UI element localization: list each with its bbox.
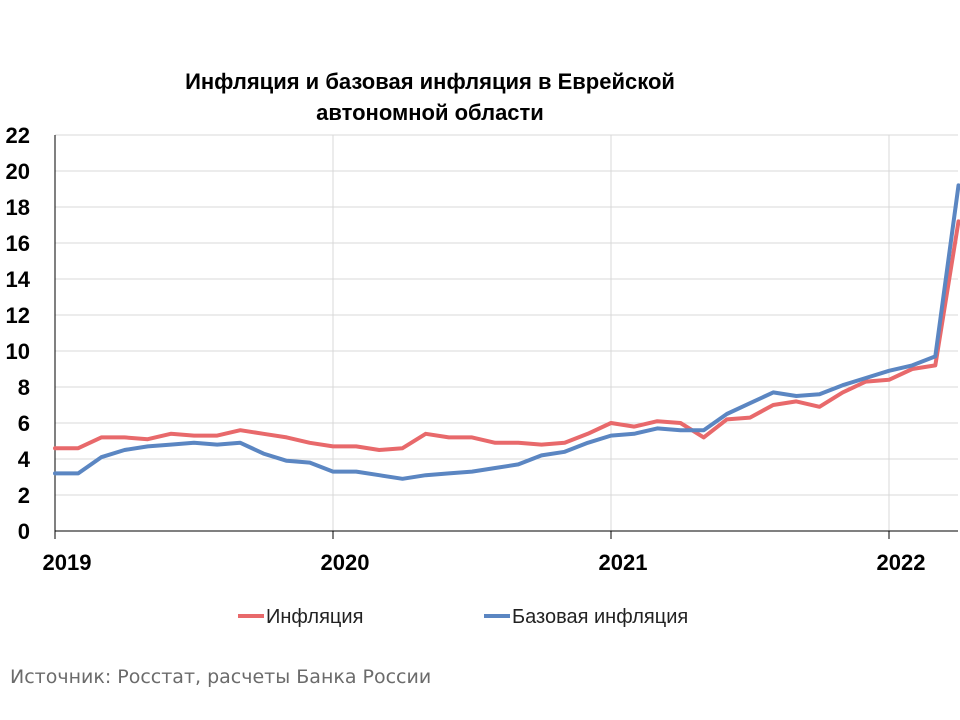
y-tick-label: 0 [18,519,30,544]
legend-label: Инфляция [266,606,363,628]
y-tick-label: 2 [18,483,30,508]
legend-label: Базовая инфляция [512,606,688,628]
x-tick-label: 2022 [877,550,926,575]
y-tick-label: 18 [6,195,30,220]
series-layer [53,183,960,481]
series-line-inflation [53,219,960,452]
y-tick-label: 6 [18,411,30,436]
source-note: Источник: Росстат, расчеты Банка России [10,666,432,688]
y-tick-label: 8 [18,375,30,400]
y-tick-label: 20 [6,159,30,184]
x-tick-label: 2021 [599,550,648,575]
chart-title-line-2: автономной области [316,100,544,125]
chart-title-line-1: Инфляция и базовая инфляция в Еврейской [185,69,675,94]
y-tick-label: 4 [18,447,31,472]
y-tick-label: 22 [6,123,30,148]
legend: Инфляция Базовая инфляция [238,606,688,628]
y-tick-label: 12 [6,303,30,328]
series-line-core-inflation [53,183,960,481]
y-tick-label: 10 [6,339,30,364]
grid [55,134,958,531]
y-tick-label: 14 [6,267,31,292]
chart-title: Инфляция и базовая инфляция в Еврейской … [100,66,760,128]
x-tick-label: 2020 [321,550,370,575]
y-tick-label: 16 [6,231,30,256]
x-tick-label: 2019 [43,550,92,575]
